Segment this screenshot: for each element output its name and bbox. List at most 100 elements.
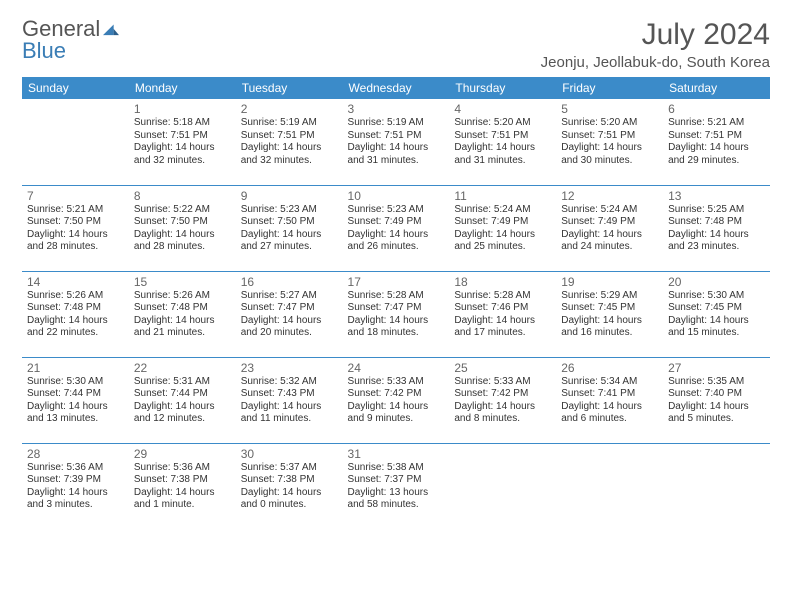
daylight: Daylight: 14 hours and 32 minutes. — [241, 142, 338, 167]
weekday-header: Thursday — [449, 77, 556, 99]
sunrise: Sunrise: 5:33 AM — [454, 376, 551, 389]
sunset: Sunset: 7:46 PM — [454, 302, 551, 315]
day-number: 20 — [668, 275, 765, 289]
calendar-cell: 8Sunrise: 5:22 AMSunset: 7:50 PMDaylight… — [129, 185, 236, 271]
location: Jeonju, Jeollabuk-do, South Korea — [541, 54, 770, 71]
sunset: Sunset: 7:49 PM — [348, 216, 445, 229]
day-number: 23 — [241, 361, 338, 375]
sunrise: Sunrise: 5:27 AM — [241, 290, 338, 303]
day-info: Sunrise: 5:34 AMSunset: 7:41 PMDaylight:… — [561, 376, 658, 426]
day-number: 28 — [27, 447, 124, 461]
sunrise: Sunrise: 5:18 AM — [134, 117, 231, 130]
sunrise: Sunrise: 5:25 AM — [668, 204, 765, 217]
day-info: Sunrise: 5:35 AMSunset: 7:40 PMDaylight:… — [668, 376, 765, 426]
daylight: Daylight: 14 hours and 12 minutes. — [134, 401, 231, 426]
month-title: July 2024 — [541, 18, 770, 52]
logo-text-2: Blue — [22, 38, 66, 63]
day-number: 3 — [348, 102, 445, 116]
day-info: Sunrise: 5:21 AMSunset: 7:51 PMDaylight:… — [668, 117, 765, 167]
day-info: Sunrise: 5:19 AMSunset: 7:51 PMDaylight:… — [241, 117, 338, 167]
sunset: Sunset: 7:51 PM — [454, 130, 551, 143]
daylight: Daylight: 14 hours and 6 minutes. — [561, 401, 658, 426]
sunset: Sunset: 7:50 PM — [27, 216, 124, 229]
weekday-header: Friday — [556, 77, 663, 99]
sunrise: Sunrise: 5:23 AM — [348, 204, 445, 217]
daylight: Daylight: 14 hours and 17 minutes. — [454, 315, 551, 340]
day-info: Sunrise: 5:22 AMSunset: 7:50 PMDaylight:… — [134, 204, 231, 254]
calendar-cell: 7Sunrise: 5:21 AMSunset: 7:50 PMDaylight… — [22, 185, 129, 271]
day-number: 27 — [668, 361, 765, 375]
daylight: Daylight: 14 hours and 3 minutes. — [27, 487, 124, 512]
sunset: Sunset: 7:51 PM — [348, 130, 445, 143]
calendar-cell-empty — [449, 443, 556, 529]
day-number: 21 — [27, 361, 124, 375]
daylight: Daylight: 14 hours and 24 minutes. — [561, 229, 658, 254]
sunset: Sunset: 7:38 PM — [241, 474, 338, 487]
day-info: Sunrise: 5:23 AMSunset: 7:49 PMDaylight:… — [348, 204, 445, 254]
logo-icon — [101, 20, 121, 36]
sunrise: Sunrise: 5:28 AM — [348, 290, 445, 303]
day-number: 18 — [454, 275, 551, 289]
calendar-row: 21Sunrise: 5:30 AMSunset: 7:44 PMDayligh… — [22, 357, 770, 443]
sunrise: Sunrise: 5:24 AM — [454, 204, 551, 217]
sunset: Sunset: 7:38 PM — [134, 474, 231, 487]
sunrise: Sunrise: 5:26 AM — [134, 290, 231, 303]
day-number: 11 — [454, 189, 551, 203]
sunset: Sunset: 7:51 PM — [134, 130, 231, 143]
calendar-cell: 2Sunrise: 5:19 AMSunset: 7:51 PMDaylight… — [236, 99, 343, 185]
day-info: Sunrise: 5:38 AMSunset: 7:37 PMDaylight:… — [348, 462, 445, 512]
day-number: 7 — [27, 189, 124, 203]
sunrise: Sunrise: 5:37 AM — [241, 462, 338, 475]
calendar-row: 1Sunrise: 5:18 AMSunset: 7:51 PMDaylight… — [22, 99, 770, 185]
calendar-row: 14Sunrise: 5:26 AMSunset: 7:48 PMDayligh… — [22, 271, 770, 357]
day-info: Sunrise: 5:20 AMSunset: 7:51 PMDaylight:… — [561, 117, 658, 167]
calendar-row: 7Sunrise: 5:21 AMSunset: 7:50 PMDaylight… — [22, 185, 770, 271]
sunset: Sunset: 7:50 PM — [134, 216, 231, 229]
calendar-cell: 18Sunrise: 5:28 AMSunset: 7:46 PMDayligh… — [449, 271, 556, 357]
sunset: Sunset: 7:43 PM — [241, 388, 338, 401]
day-info: Sunrise: 5:31 AMSunset: 7:44 PMDaylight:… — [134, 376, 231, 426]
day-number: 26 — [561, 361, 658, 375]
calendar-table: SundayMondayTuesdayWednesdayThursdayFrid… — [22, 77, 770, 529]
day-info: Sunrise: 5:26 AMSunset: 7:48 PMDaylight:… — [27, 290, 124, 340]
day-info: Sunrise: 5:27 AMSunset: 7:47 PMDaylight:… — [241, 290, 338, 340]
sunrise: Sunrise: 5:19 AM — [348, 117, 445, 130]
calendar-cell: 19Sunrise: 5:29 AMSunset: 7:45 PMDayligh… — [556, 271, 663, 357]
sunset: Sunset: 7:51 PM — [668, 130, 765, 143]
sunrise: Sunrise: 5:26 AM — [27, 290, 124, 303]
daylight: Daylight: 14 hours and 28 minutes. — [27, 229, 124, 254]
title-block: July 2024 Jeonju, Jeollabuk-do, South Ko… — [541, 18, 770, 71]
day-info: Sunrise: 5:36 AMSunset: 7:39 PMDaylight:… — [27, 462, 124, 512]
sunset: Sunset: 7:45 PM — [668, 302, 765, 315]
sunset: Sunset: 7:49 PM — [561, 216, 658, 229]
calendar-cell: 5Sunrise: 5:20 AMSunset: 7:51 PMDaylight… — [556, 99, 663, 185]
day-number: 2 — [241, 102, 338, 116]
sunset: Sunset: 7:37 PM — [348, 474, 445, 487]
daylight: Daylight: 14 hours and 21 minutes. — [134, 315, 231, 340]
calendar-cell: 16Sunrise: 5:27 AMSunset: 7:47 PMDayligh… — [236, 271, 343, 357]
calendar-cell: 28Sunrise: 5:36 AMSunset: 7:39 PMDayligh… — [22, 443, 129, 529]
sunset: Sunset: 7:40 PM — [668, 388, 765, 401]
day-number: 4 — [454, 102, 551, 116]
logo: GeneralBlue — [22, 18, 123, 62]
sunset: Sunset: 7:51 PM — [241, 130, 338, 143]
day-number: 19 — [561, 275, 658, 289]
day-info: Sunrise: 5:32 AMSunset: 7:43 PMDaylight:… — [241, 376, 338, 426]
sunrise: Sunrise: 5:31 AM — [134, 376, 231, 389]
day-info: Sunrise: 5:33 AMSunset: 7:42 PMDaylight:… — [348, 376, 445, 426]
daylight: Daylight: 14 hours and 27 minutes. — [241, 229, 338, 254]
day-number: 30 — [241, 447, 338, 461]
day-number: 14 — [27, 275, 124, 289]
day-number: 13 — [668, 189, 765, 203]
sunset: Sunset: 7:47 PM — [241, 302, 338, 315]
sunset: Sunset: 7:42 PM — [454, 388, 551, 401]
sunrise: Sunrise: 5:34 AM — [561, 376, 658, 389]
sunrise: Sunrise: 5:21 AM — [27, 204, 124, 217]
daylight: Daylight: 14 hours and 18 minutes. — [348, 315, 445, 340]
weekday-header: Sunday — [22, 77, 129, 99]
calendar-cell: 3Sunrise: 5:19 AMSunset: 7:51 PMDaylight… — [343, 99, 450, 185]
day-info: Sunrise: 5:28 AMSunset: 7:46 PMDaylight:… — [454, 290, 551, 340]
calendar-cell: 25Sunrise: 5:33 AMSunset: 7:42 PMDayligh… — [449, 357, 556, 443]
weekday-header: Saturday — [663, 77, 770, 99]
daylight: Daylight: 13 hours and 58 minutes. — [348, 487, 445, 512]
